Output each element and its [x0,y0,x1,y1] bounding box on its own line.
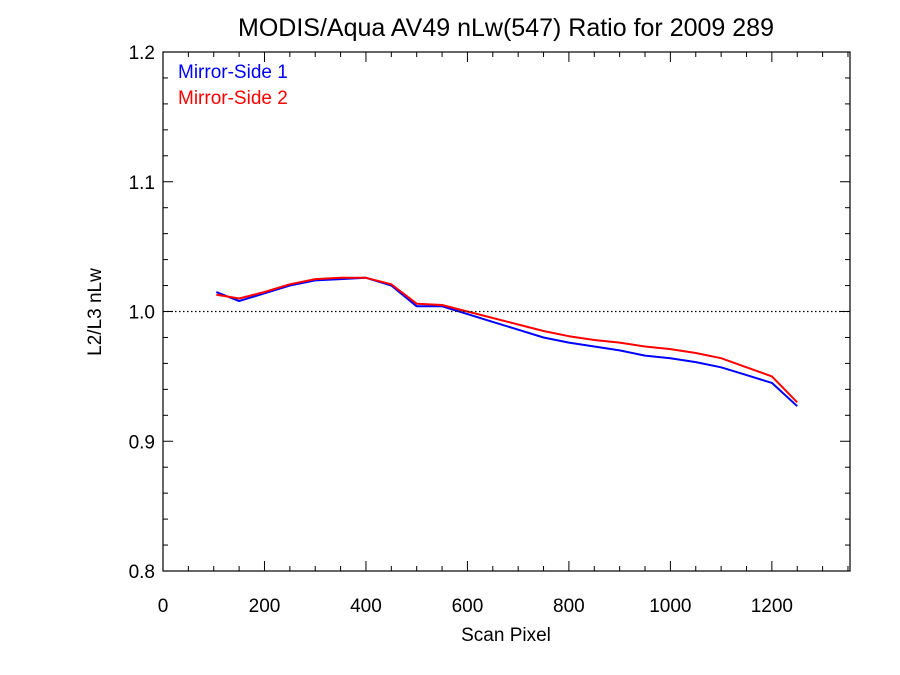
legend-entry-mirror-side-2: Mirror-Side 2 [178,88,288,109]
legend: Mirror-Side 1 Mirror-Side 2 [178,62,288,109]
x-tick-label: 600 [452,596,484,617]
y-tick-label: 0.9 [129,432,155,453]
chart-title: MODIS/Aqua AV49 nLw(547) Ratio for 2009 … [238,14,774,42]
series-mirror-side-1 [215,276,798,407]
plot-frame [162,51,851,572]
x-tick-label: 1000 [649,596,691,617]
x-tick-label: 1200 [751,596,793,617]
x-axis-label: Scan Pixel [461,625,551,646]
y-tick-label: 0.8 [129,562,155,583]
x-tick-label: 0 [158,596,169,617]
y-tick-label: 1.0 [129,303,155,324]
y-axis-label: L2/L3 nLw [85,268,106,356]
x-tick-label: 400 [350,596,382,617]
y-axis: 0.8 0.9 1.0 1.1 1.2 [129,43,850,583]
x-axis: 0 200 400 600 800 1000 1200 [158,52,849,617]
y-tick-label: 1.2 [129,43,155,64]
series-mirror-side-2 [216,276,798,403]
plot-lines [215,276,798,407]
x-tick-label: 200 [249,596,281,617]
legend-entry-mirror-side-1: Mirror-Side 1 [178,62,288,83]
y-tick-label: 1.1 [129,173,155,194]
x-tick-label: 800 [553,596,585,617]
